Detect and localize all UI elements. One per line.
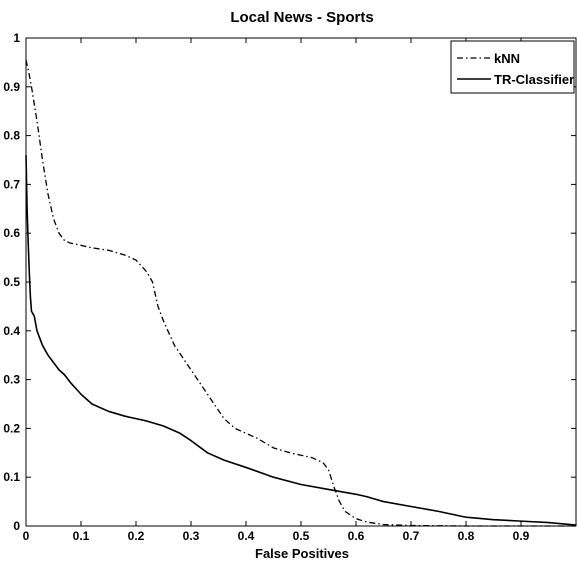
- y-tick-label: 0.1: [3, 470, 20, 484]
- series-layer: [25, 59, 577, 527]
- axis-ticks: 0 0.1 0.2 0.3 0.4 0.5 0.6 0.7 0.8 0.9 0 0.1 0.2 0.3 0.…: [3, 31, 576, 543]
- x-tick-label: 0.4: [238, 529, 255, 543]
- x-tick-label: 0: [23, 529, 30, 543]
- y-tick-label: 0.4: [3, 324, 20, 338]
- x-tick-label: 0.8: [458, 529, 475, 543]
- x-tick-label: 0.9: [513, 529, 530, 543]
- y-tick-label: 0.3: [3, 373, 20, 387]
- x-tick-label: 0.6: [348, 529, 365, 543]
- chart-title: Local News - Sports: [230, 9, 373, 26]
- x-tick-label: 0.2: [128, 529, 145, 543]
- legend-box: [450, 40, 575, 94]
- plot-area: [25, 37, 577, 527]
- legend: kNN TR-Classifier: [450, 40, 575, 94]
- legend-label-knn: kNN: [494, 51, 520, 66]
- y-tick-label: 0.6: [3, 226, 20, 240]
- y-tick-label: 1: [13, 31, 20, 45]
- y-tick-label: 0.7: [3, 177, 20, 191]
- y-tick-label: 0.2: [3, 421, 20, 435]
- x-tick-label: 0.1: [73, 529, 90, 543]
- x-axis-label: False Positives: [255, 546, 349, 561]
- y-tick-label: 0.5: [3, 275, 20, 289]
- y-tick-label: 0.9: [3, 80, 20, 94]
- y-tick-label: 0: [13, 519, 20, 533]
- x-tick-label: 0.7: [403, 529, 420, 543]
- legend-label-tr-classifier: TR-Classifier: [494, 72, 574, 87]
- series-line-tr-classifier: [25, 155, 577, 526]
- x-tick-label: 0.5: [293, 529, 310, 543]
- series-line-knn: [25, 59, 576, 527]
- x-tick-label: 0.3: [183, 529, 200, 543]
- y-tick-label: 0.8: [3, 129, 20, 143]
